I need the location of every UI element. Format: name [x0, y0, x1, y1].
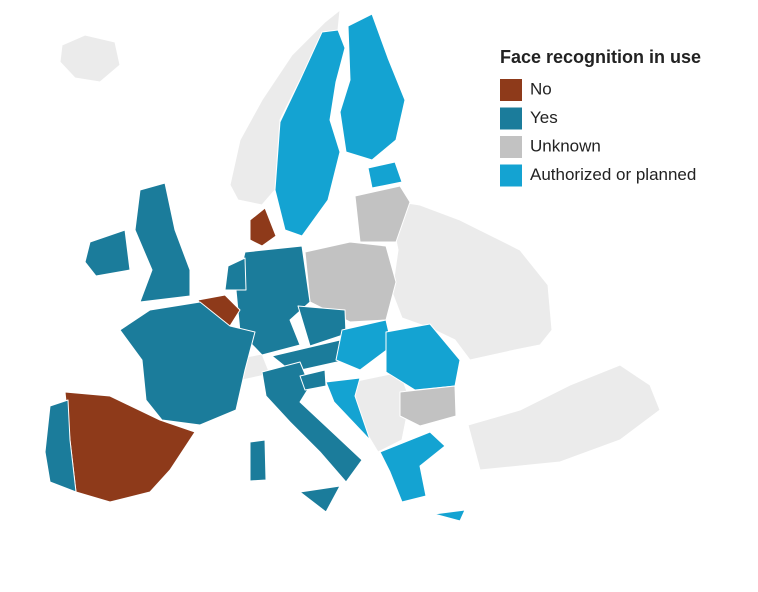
legend: Face recognition in use No Yes Unknown Auth…: [500, 47, 701, 187]
legend-label: No: [530, 79, 552, 98]
cyprus: [433, 509, 466, 522]
turkey: [467, 364, 661, 471]
legend-label: Authorized or planned: [530, 165, 696, 184]
sardinia: [249, 439, 267, 482]
sweden: [274, 29, 346, 237]
united-kingdom: [134, 182, 191, 303]
germany: [235, 245, 311, 356]
legend-title: Face recognition in use: [500, 47, 701, 67]
legend-swatch: [500, 136, 522, 158]
netherlands: [224, 257, 247, 291]
estonia: [367, 161, 403, 189]
finland: [339, 13, 406, 161]
denmark: [249, 207, 277, 247]
legend-label: Unknown: [530, 136, 601, 155]
bulgaria: [399, 385, 457, 427]
poland: [304, 241, 397, 323]
france: [119, 301, 256, 426]
countries: [44, 13, 466, 522]
legend-label: Yes: [530, 108, 558, 127]
legend-swatch: [500, 79, 522, 101]
legend-swatch: [500, 164, 522, 187]
legend-swatch: [500, 107, 522, 130]
croatia: [325, 377, 371, 441]
ireland: [84, 229, 131, 277]
hungary: [335, 319, 393, 371]
russia-belarus-ukraine: [387, 199, 553, 361]
slovenia: [299, 369, 327, 391]
iceland: [59, 34, 121, 83]
baltics: [354, 185, 411, 243]
portugal: [44, 399, 77, 493]
sicily: [299, 485, 341, 513]
greece: [379, 431, 446, 503]
